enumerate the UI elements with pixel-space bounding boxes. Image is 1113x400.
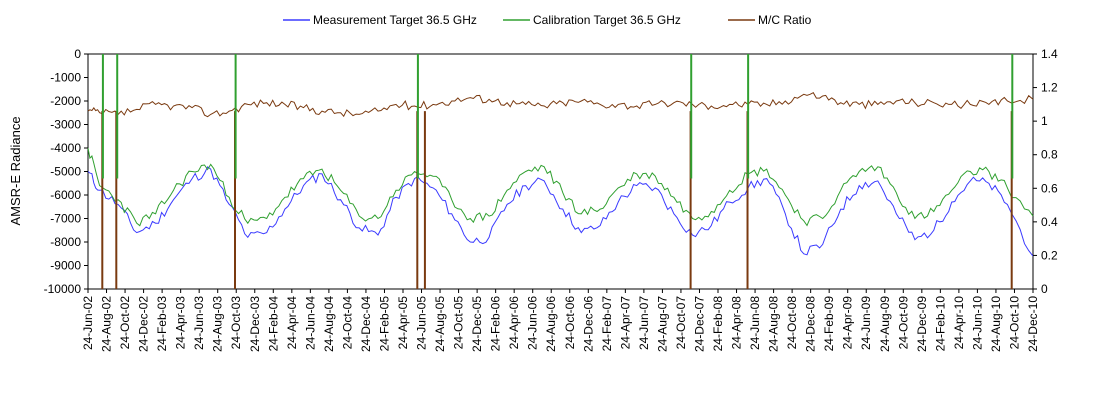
- x-tick-label: 24-Apr-03: [174, 296, 188, 350]
- x-tick-label: 24-Jun-03: [192, 296, 206, 350]
- x-tick-label: 24-Dec-05: [470, 296, 484, 352]
- y-tick-label: 0: [74, 47, 81, 61]
- x-tick-label: 24-Dec-04: [359, 296, 373, 352]
- x-tick-label: 24-Dec-10: [1026, 296, 1040, 352]
- x-tick-label: 24-Apr-04: [285, 296, 299, 350]
- x-tick-label: 24-Oct-05: [452, 296, 466, 350]
- x-tick-label: 24-Oct-04: [340, 296, 354, 350]
- x-tick-label: 24-Jun-09: [859, 296, 873, 350]
- x-tick-label: 24-Oct-09: [896, 296, 910, 350]
- y-axis-title: AMSR-E Radiance: [8, 116, 23, 225]
- x-tick-label: 24-Feb-09: [822, 296, 836, 352]
- x-tick-label: 24-Apr-07: [618, 296, 632, 350]
- y-tick-label: -2000: [50, 94, 81, 108]
- x-tick-label: 24-Oct-03: [229, 296, 243, 350]
- x-tick-label: 24-Apr-08: [730, 296, 744, 350]
- x-tick-label: 24-Aug-07: [655, 296, 669, 352]
- x-tick-label: 24-Dec-03: [248, 296, 262, 352]
- x-tick-label: 24-Feb-10: [933, 296, 947, 352]
- y-tick-label: -5000: [50, 165, 81, 179]
- x-tick-label: 24-Apr-10: [952, 296, 966, 350]
- y2-tick-label: 0.4: [1041, 215, 1058, 229]
- x-tick-label: 24-Oct-10: [1008, 296, 1022, 350]
- x-tick-label: 24-Apr-09: [841, 296, 855, 350]
- x-tick-label: 24-Feb-05: [378, 296, 392, 352]
- y2-tick-label: 0.2: [1041, 248, 1058, 262]
- x-tick-label: 24-Apr-05: [396, 296, 410, 350]
- x-tick-label: 24-Oct-06: [563, 296, 577, 350]
- y-tick-label: -10000: [44, 282, 82, 296]
- x-tick-label: 24-Aug-10: [989, 296, 1003, 352]
- y-tick-label: -8000: [50, 235, 81, 249]
- x-tick-label: 24-Aug-08: [767, 296, 781, 352]
- x-tick-label: 24-Feb-08: [711, 296, 725, 352]
- x-tick-label: 24-Jun-04: [303, 296, 317, 350]
- x-tick-label: 24-Oct-07: [674, 296, 688, 350]
- y2-tick-label: 1.4: [1041, 47, 1058, 61]
- legend-label-measurement: Measurement Target 36.5 GHz: [313, 13, 477, 27]
- x-tick-label: 24-Oct-02: [118, 296, 132, 350]
- x-tick-label: 24-Jun-10: [970, 296, 984, 350]
- x-tick-label: 24-Jun-02: [81, 296, 95, 350]
- x-tick-label: 24-Aug-05: [433, 296, 447, 352]
- x-tick-label: 24-Dec-06: [581, 296, 595, 352]
- series-line-2: [87, 92, 1034, 118]
- x-tick-label: 24-Oct-08: [785, 296, 799, 350]
- x-tick-label: 24-Aug-09: [878, 296, 892, 352]
- y2-tick-label: 1: [1041, 114, 1048, 128]
- x-tick-label: 24-Feb-07: [600, 296, 614, 352]
- x-tick-label: 24-Jun-08: [748, 296, 762, 350]
- y-axis-right: 1.4 1.2 1 0.8 0.6 0.4 0.2 0: [1033, 47, 1058, 296]
- y-tick-label: -7000: [50, 212, 81, 226]
- x-tick-label: 24-Aug-04: [322, 296, 336, 352]
- series-line-1: [87, 147, 1034, 227]
- x-tick-label: 24-Dec-07: [693, 296, 707, 352]
- x-tick-label: 24-Feb-03: [155, 296, 169, 352]
- legend-label-mc-ratio: M/C Ratio: [758, 13, 812, 27]
- x-tick-label: 24-Dec-09: [915, 296, 929, 352]
- y-tick-label: -3000: [50, 118, 81, 132]
- y2-tick-label: 1.2: [1041, 81, 1058, 95]
- x-tick-label: 24-Aug-06: [544, 296, 558, 352]
- y-tick-label: -1000: [50, 71, 81, 85]
- x-tick-label: 24-Feb-04: [266, 296, 280, 352]
- series-line-0: [87, 166, 1034, 257]
- legend: Measurement Target 36.5 GHz Calibration …: [283, 13, 812, 27]
- x-tick-label: 24-Jun-06: [526, 296, 540, 350]
- x-axis: 24-Jun-02 24-Aug-02 24-Oct-02 24-Dec-02 24-F…: [81, 289, 1040, 352]
- x-tick-label: 24-Jun-05: [415, 296, 429, 350]
- plot-area: [87, 53, 1034, 290]
- y-axis-left: 0 -1000 -2000 -3000 -4000 -5000 -6000 -7000 -800…: [44, 47, 88, 296]
- x-tick-label: 24-Aug-02: [100, 296, 114, 352]
- plot-frame: [87, 53, 1034, 290]
- legend-label-calibration: Calibration Target 36.5 GHz: [533, 13, 681, 27]
- x-tick-label: 24-Feb-06: [489, 296, 503, 352]
- x-tick-label: 24-Dec-02: [137, 296, 151, 352]
- y2-tick-label: 0.6: [1041, 181, 1058, 195]
- x-tick-label: 24-Jun-07: [637, 296, 651, 350]
- y2-tick-label: 0.8: [1041, 148, 1058, 162]
- y-tick-label: -6000: [50, 188, 81, 202]
- y-tick-label: -9000: [50, 259, 81, 273]
- y-tick-label: -4000: [50, 141, 81, 155]
- x-tick-label: 24-Dec-08: [804, 296, 818, 352]
- y2-tick-label: 0: [1041, 282, 1048, 296]
- x-tick-label: 24-Apr-06: [507, 296, 521, 350]
- x-tick-label: 24-Aug-03: [211, 296, 225, 352]
